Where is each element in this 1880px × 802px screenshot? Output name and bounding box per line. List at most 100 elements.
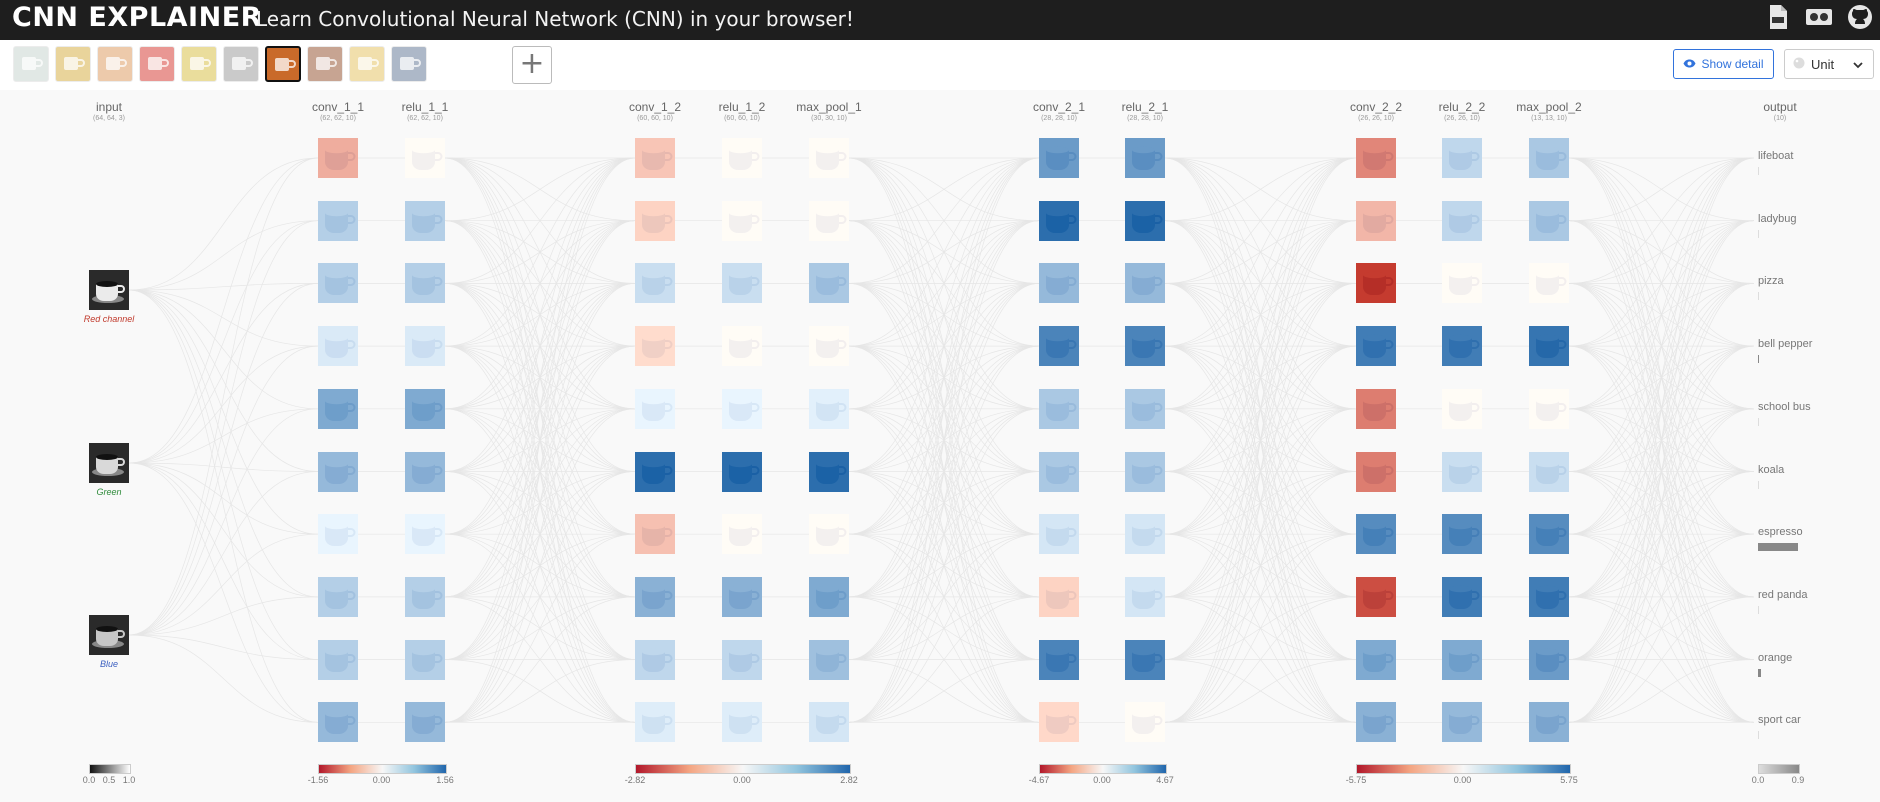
feature-map-conv_1_1[interactable]: [318, 639, 358, 680]
feature-map-conv_2_1[interactable]: [1039, 263, 1079, 304]
feature-map-conv_2_2[interactable]: [1356, 639, 1396, 680]
feature-map-max_pool_1[interactable]: [809, 263, 849, 304]
feature-map-relu_2_2[interactable]: [1442, 326, 1482, 367]
thumbnail-4[interactable]: [139, 46, 175, 82]
feature-map-conv_2_2[interactable]: [1356, 388, 1396, 429]
feature-map-relu_1_1[interactable]: [405, 326, 445, 367]
feature-map-relu_1_2[interactable]: [722, 200, 762, 241]
feature-map-conv_2_1[interactable]: [1039, 702, 1079, 743]
feature-map-conv_1_2[interactable]: [635, 326, 675, 367]
feature-map-conv_1_1[interactable]: [318, 514, 358, 555]
feature-map-relu_2_2[interactable]: [1442, 200, 1482, 241]
feature-map-conv_1_2[interactable]: [635, 138, 675, 178]
feature-map-max_pool_2[interactable]: [1529, 514, 1569, 555]
feature-map-relu_2_1[interactable]: [1125, 639, 1165, 680]
feature-map-conv_1_2[interactable]: [635, 263, 675, 304]
feature-map-conv_1_2[interactable]: [635, 702, 675, 743]
feature-map-relu_1_2[interactable]: [722, 388, 762, 429]
output-class-label[interactable]: ladybug: [1758, 212, 1797, 225]
input-channel-node[interactable]: [89, 270, 129, 310]
feature-map-max_pool_1[interactable]: [809, 576, 849, 617]
feature-map-max_pool_2[interactable]: [1529, 451, 1569, 492]
video-icon[interactable]: [1804, 2, 1834, 32]
feature-map-max_pool_1[interactable]: [809, 702, 849, 743]
feature-map-relu_2_1[interactable]: [1125, 200, 1165, 241]
feature-map-max_pool_2[interactable]: [1529, 702, 1569, 743]
feature-map-max_pool_1[interactable]: [809, 514, 849, 555]
feature-map-relu_2_2[interactable]: [1442, 576, 1482, 617]
feature-map-relu_1_2[interactable]: [722, 702, 762, 743]
feature-map-conv_1_2[interactable]: [635, 639, 675, 680]
feature-map-conv_2_2[interactable]: [1356, 576, 1396, 617]
feature-map-conv_1_1[interactable]: [318, 576, 358, 617]
thumbnail-1[interactable]: [13, 46, 49, 82]
feature-map-conv_1_1[interactable]: [318, 200, 358, 241]
feature-map-max_pool_2[interactable]: [1529, 138, 1569, 178]
feature-map-conv_1_2[interactable]: [635, 576, 675, 617]
feature-map-relu_1_2[interactable]: [722, 263, 762, 304]
feature-map-relu_1_2[interactable]: [722, 138, 762, 178]
feature-map-conv_1_1[interactable]: [318, 451, 358, 492]
feature-map-relu_2_1[interactable]: [1125, 576, 1165, 617]
add-image-button[interactable]: +: [512, 46, 552, 84]
feature-map-max_pool_1[interactable]: [809, 138, 849, 178]
thumbnail-espresso[interactable]: [265, 46, 301, 82]
output-class-label[interactable]: lifeboat: [1758, 150, 1794, 162]
feature-map-max_pool_2[interactable]: [1529, 639, 1569, 680]
feature-map-conv_1_2[interactable]: [635, 514, 675, 555]
feature-map-conv_1_1[interactable]: [318, 702, 358, 743]
feature-map-max_pool_2[interactable]: [1529, 326, 1569, 367]
thumbnail-6[interactable]: [223, 46, 259, 82]
feature-map-relu_1_1[interactable]: [405, 263, 445, 304]
feature-map-conv_2_1[interactable]: [1039, 200, 1079, 241]
output-class-label[interactable]: bell pepper: [1758, 338, 1813, 351]
feature-map-relu_1_1[interactable]: [405, 576, 445, 617]
feature-map-relu_2_2[interactable]: [1442, 514, 1482, 555]
feature-map-conv_2_2[interactable]: [1356, 514, 1396, 555]
feature-map-max_pool_1[interactable]: [809, 388, 849, 429]
feature-map-conv_2_1[interactable]: [1039, 639, 1079, 680]
output-class-label[interactable]: school bus: [1758, 400, 1811, 413]
pdf-icon[interactable]: [1763, 2, 1793, 32]
feature-map-max_pool_1[interactable]: [809, 639, 849, 680]
unit-select[interactable]: Unit: [1784, 49, 1874, 79]
feature-map-conv_2_1[interactable]: [1039, 576, 1079, 617]
feature-map-relu_1_1[interactable]: [405, 451, 445, 492]
feature-map-relu_2_1[interactable]: [1125, 388, 1165, 429]
feature-map-relu_1_2[interactable]: [722, 576, 762, 617]
feature-map-relu_2_1[interactable]: [1125, 263, 1165, 304]
feature-map-conv_1_1[interactable]: [318, 138, 358, 178]
feature-map-relu_1_1[interactable]: [405, 514, 445, 555]
show-detail-button[interactable]: Show detail: [1673, 49, 1774, 79]
feature-map-max_pool_2[interactable]: [1529, 200, 1569, 241]
input-channel-node[interactable]: [89, 443, 129, 483]
feature-map-conv_2_1[interactable]: [1039, 514, 1079, 555]
feature-map-max_pool_2[interactable]: [1529, 576, 1569, 617]
thumbnail-10[interactable]: [391, 46, 427, 82]
output-class-label[interactable]: koala: [1758, 463, 1785, 476]
feature-map-max_pool_1[interactable]: [809, 326, 849, 367]
feature-map-relu_2_1[interactable]: [1125, 514, 1165, 555]
feature-map-conv_1_2[interactable]: [635, 451, 675, 492]
feature-map-conv_1_2[interactable]: [635, 388, 675, 429]
feature-map-max_pool_2[interactable]: [1529, 388, 1569, 429]
feature-map-conv_2_2[interactable]: [1356, 200, 1396, 241]
feature-map-conv_2_1[interactable]: [1039, 388, 1079, 429]
output-class-label[interactable]: sport car: [1758, 714, 1801, 727]
feature-map-conv_2_1[interactable]: [1039, 451, 1079, 492]
output-class-label[interactable]: espresso: [1758, 526, 1803, 539]
feature-map-relu_1_2[interactable]: [722, 514, 762, 555]
feature-map-conv_2_1[interactable]: [1039, 326, 1079, 367]
feature-map-relu_1_1[interactable]: [405, 639, 445, 680]
feature-map-relu_2_2[interactable]: [1442, 639, 1482, 680]
feature-map-relu_1_1[interactable]: [405, 702, 445, 743]
feature-map-conv_2_2[interactable]: [1356, 326, 1396, 367]
feature-map-relu_2_1[interactable]: [1125, 326, 1165, 367]
feature-map-relu_2_2[interactable]: [1442, 451, 1482, 492]
feature-map-relu_1_1[interactable]: [405, 388, 445, 429]
input-channel-node[interactable]: [89, 615, 129, 655]
feature-map-relu_1_2[interactable]: [722, 639, 762, 680]
feature-map-conv_2_2[interactable]: [1356, 451, 1396, 492]
feature-map-relu_1_2[interactable]: [722, 326, 762, 367]
feature-map-relu_2_2[interactable]: [1442, 138, 1482, 178]
